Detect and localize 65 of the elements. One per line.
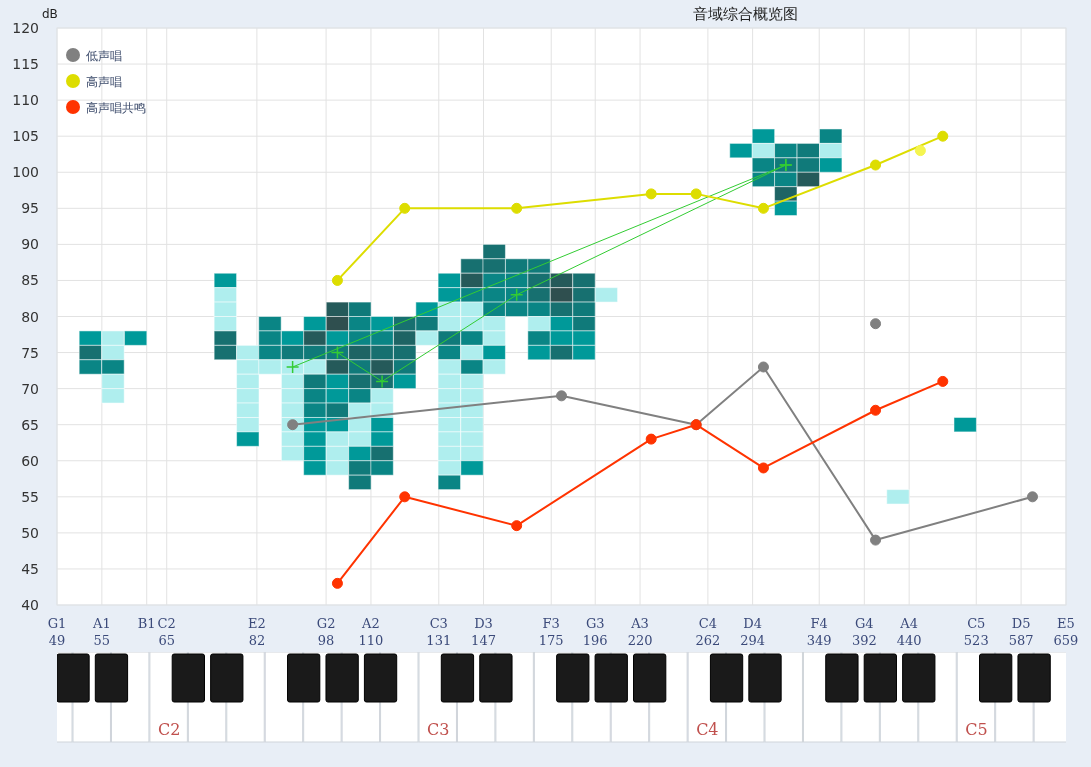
text: C2 <box>157 720 181 739</box>
y-tick-label: 105 <box>12 128 39 145</box>
text: A3 <box>630 616 649 631</box>
y-tick-label: 70 <box>21 380 39 397</box>
text: F4 <box>810 616 828 631</box>
text: B1 <box>137 616 156 631</box>
text: F3 <box>542 616 560 631</box>
text: D4 <box>743 616 762 631</box>
x-tick-label: 440 <box>896 633 922 648</box>
y-tick-label: 115 <box>12 56 39 73</box>
text: G2 <box>316 616 336 631</box>
x-tick-label: 55 <box>93 633 111 648</box>
text: C4 <box>696 720 719 739</box>
y-tick-label: 110 <box>12 92 39 109</box>
x-tick-label: 294 <box>740 633 766 648</box>
text: C5 <box>965 720 988 739</box>
text: D3 <box>474 616 493 631</box>
text: A4 <box>899 616 919 631</box>
x-tick-label: 65 <box>158 633 175 648</box>
y-tick-label: 75 <box>21 344 39 361</box>
x-tick-label: 587 <box>1008 633 1034 648</box>
y-tick-label: 50 <box>21 524 39 541</box>
text: A1 <box>92 616 111 631</box>
y-tick-label: 100 <box>12 164 39 181</box>
x-tick-label: 220 <box>627 633 653 648</box>
y-axis-title: dB <box>42 7 58 21</box>
x-tick-label: 82 <box>248 633 266 648</box>
y-tick-label: 95 <box>21 200 39 217</box>
x-tick-label: 110 <box>358 633 384 648</box>
legend-label: 高声唱 <box>86 75 122 89</box>
y-tick-label: 40 <box>21 597 39 613</box>
x-tick-label: 349 <box>806 633 832 648</box>
y-tick-label: 65 <box>21 416 39 433</box>
y-tick-label: 90 <box>21 236 39 253</box>
y-tick-label: 55 <box>21 488 39 505</box>
text: D5 <box>1011 616 1031 631</box>
x-tick-label: 523 <box>963 633 989 648</box>
text: C4 <box>698 616 717 631</box>
y-tick-label: 120 <box>12 20 39 36</box>
x-tick-label: 131 <box>426 633 452 648</box>
x-tick-label: 262 <box>695 633 721 648</box>
x-tick-label: 147 <box>471 633 496 648</box>
x-tick-label: 196 <box>582 633 608 648</box>
text: G3 <box>585 616 605 631</box>
text: C5 <box>967 616 986 631</box>
legend-label: 低声唱 <box>86 49 122 63</box>
text: E2 <box>248 616 266 631</box>
text: G1 <box>47 616 67 631</box>
y-tick-label: 80 <box>21 308 39 325</box>
x-tick-label: 392 <box>851 633 877 648</box>
x-tick-label: 175 <box>538 633 564 648</box>
text: C2 <box>157 616 176 631</box>
text: C3 <box>427 720 450 739</box>
x-tick-label: 659 <box>1053 633 1079 648</box>
text: G4 <box>855 616 874 631</box>
x-tick-label: 98 <box>317 633 335 648</box>
y-tick-label: 45 <box>21 560 39 577</box>
y-tick-label: 60 <box>21 452 39 469</box>
y-tick-label: 85 <box>21 272 39 289</box>
text: A2 <box>361 616 380 631</box>
x-tick-label: 49 <box>48 633 66 648</box>
text: E5 <box>1057 616 1075 631</box>
chart-title: 音域综合概览图 <box>692 5 798 23</box>
text: C3 <box>429 616 448 631</box>
legend-label: 高声唱共鸣 <box>86 101 146 115</box>
